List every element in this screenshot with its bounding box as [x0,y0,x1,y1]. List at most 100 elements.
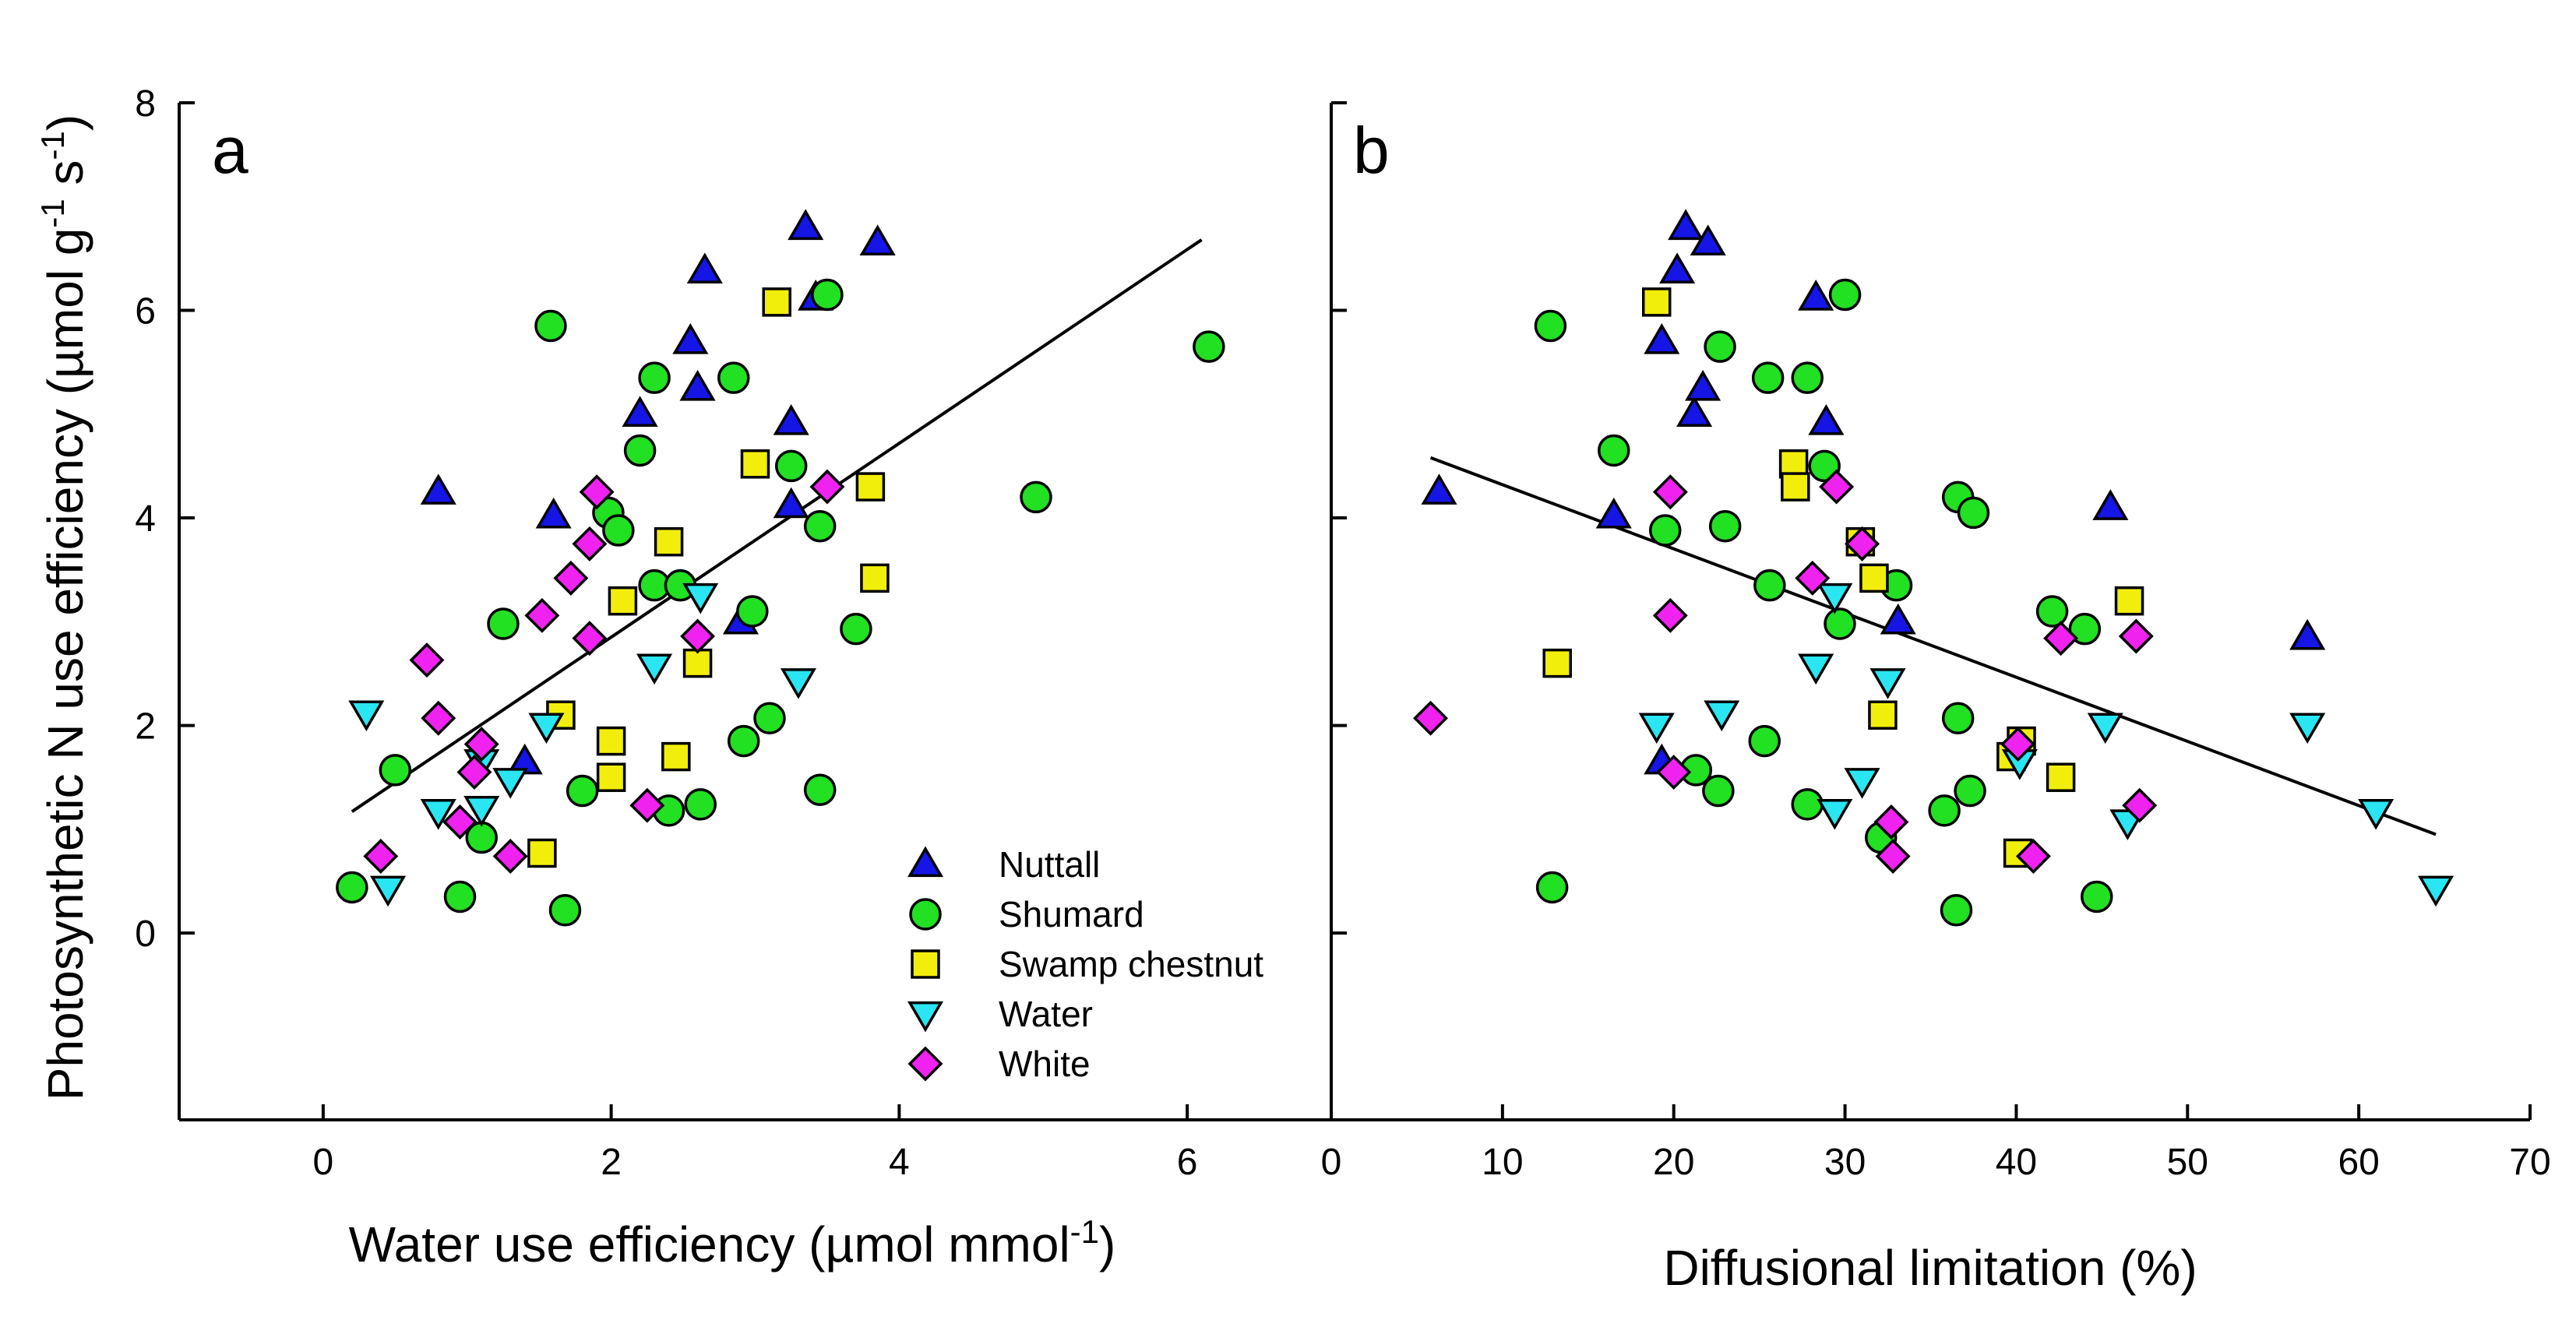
panel-a-point-shumard [840,612,872,646]
panel-b-point-swamp-chestnut [1781,472,1810,502]
panel-a-series-white [363,469,845,874]
panel-a-point-shumard [548,894,582,927]
panel-a-point-water [636,653,673,685]
panel-a-point-white [524,597,560,633]
panel-b-point-nuttall [1690,224,1726,256]
panel-a-point-white [456,755,492,790]
panel-b-point-water [1638,713,1675,744]
panel-a-point-shumard [487,607,520,640]
panel-b-point-nuttall [2289,618,2326,650]
panel-b-point-nuttall [1421,473,1457,505]
panel-a-point-white [572,526,608,561]
panel-a-point-swamp-chestnut [608,586,638,616]
panel-a-xlabel-exponent: -1 [1070,1213,1099,1250]
panel-b-point-water [2289,713,2326,744]
panel-b-point-white [1652,597,1688,633]
panel-a-point-shumard [736,595,769,628]
panel-a-point-shumard [638,361,671,394]
panel-a-point-swamp-chestnut [596,726,626,756]
panel-b-x-tick-label: 50 [2167,1142,2208,1183]
panel-a-point-swamp-chestnut [596,762,626,792]
panel-b-point-shumard [1702,774,1735,808]
panel-b-point-white [1413,700,1448,736]
panel-b-point-shumard [1704,330,1736,363]
panel-a-x-ticks: 0 2 4 6 [313,1104,1197,1183]
panel-b-point-water [1817,583,1853,614]
panel-b-point-shumard [1534,309,1567,343]
legend-label-nuttall: Nuttall [999,844,1100,885]
panel-a: 0 2 4 6 8 0 2 4 6 a Water use efficiency (µmol … [34,83,1331,1272]
panel-b-point-water [1869,668,1906,699]
panel-a-y-tick-label: 8 [135,83,156,125]
panel-a-point-white [553,560,589,596]
panel-a-y-axis-title: Photosynthetic N use efficiency (µmol g-… [34,114,93,1100]
panel-a-point-shumard [1020,480,1052,514]
panel-a-x-axis-title: Water use efficiency (µmol mmol-1) [349,1213,1116,1272]
panel-a-point-shumard [727,724,760,758]
panel-a-ylabel-exp2: -1 [34,131,71,160]
panel-b-point-white [1795,560,1831,596]
panel-a-point-shumard [379,754,412,787]
panel-b-x-axis-title: Diffusional limitation (%) [1663,1240,2197,1296]
panel-b-series-nuttall [1421,209,2326,775]
panel-a-point-nuttall [859,224,896,256]
panel-b-point-nuttall [1676,396,1713,427]
panel-a-ylabel-end: ) [37,114,93,131]
panel-a-point-swamp-chestnut [762,287,791,317]
panel-b-point-shumard [1941,702,1975,735]
panel-b-point-swamp-chestnut [1542,648,1572,678]
panel-b-x-tick-label: 30 [1824,1142,1866,1183]
panel-a-point-shumard [753,702,786,735]
panel-a-point-white [579,474,615,510]
panel-a-point-water [348,700,385,732]
panel-b-point-shumard [2081,880,2113,913]
panel-a-point-swamp-chestnut [855,472,886,502]
legend-label-white: White [999,1044,1091,1084]
panel-b-x-tick-label: 10 [1482,1142,1523,1183]
legend-label-water: Water [999,994,1093,1034]
panel-a-y-tick-label: 6 [135,291,156,333]
panel-a-point-shumard [774,449,808,483]
panel-b-point-white [2043,621,2079,656]
legend-item-nuttall: Nuttall [907,844,1100,885]
panel-b-x-ticks: 0 10 20 30 40 50 60 70 [1321,1104,2551,1183]
panel-b-letter: b [1353,114,1390,187]
panel-a-point-water [780,668,817,699]
panel-b-point-shumard [1748,724,1781,758]
panel-b-point-shumard [2035,595,2069,628]
panel-a-point-shumard [811,278,844,312]
panel-b-point-white [2118,618,2154,654]
panel-b-point-water [1844,768,1880,799]
panel-a-point-white [363,839,399,874]
panel-a-point-shumard [684,788,717,821]
panel-a-data-points [336,209,1225,927]
panel-b-point-nuttall [2092,489,2129,520]
panel-a-x-tick-label: 4 [889,1142,910,1183]
panel-b-point-shumard [1808,449,1841,483]
panel-b-point-shumard [1791,788,1824,821]
legend-item-swamp-chestnut: Swamp chestnut [911,944,1263,984]
legend-label-shumard: Shumard [999,894,1144,935]
legend: Nuttall Shumard Swamp chestnut Water White [907,844,1263,1084]
panel-a-point-white [421,700,456,736]
panel-b-point-shumard [1751,361,1785,394]
panel-a-ylabel-exp1: -1 [34,199,71,227]
panel-a-point-white [442,804,477,840]
panel-a-point-nuttall [420,473,456,505]
panel-b-point-swamp-chestnut [2046,762,2076,792]
panel-b-point-shumard [1791,361,1824,394]
panel-a-xlabel: Water use efficiency [349,1216,795,1272]
panel-b-x-tick-label: 70 [2509,1142,2550,1183]
panel-b-y-ticks [1331,101,1347,935]
panel-b-point-white [1875,839,1911,874]
panel-a-y-tick-label: 0 [135,913,156,955]
panel-b-data-points [1413,209,2454,927]
panel-b-regression-line [1429,456,2437,836]
panel-b-point-shumard [1957,496,1990,530]
panel-b-point-water [1798,653,1834,685]
panel-a-point-shumard [623,434,657,467]
panel-b-point-shumard [1940,894,1973,927]
legend-label-swamp-chestnut: Swamp chestnut [999,944,1263,984]
panel-a-point-white [680,618,716,654]
